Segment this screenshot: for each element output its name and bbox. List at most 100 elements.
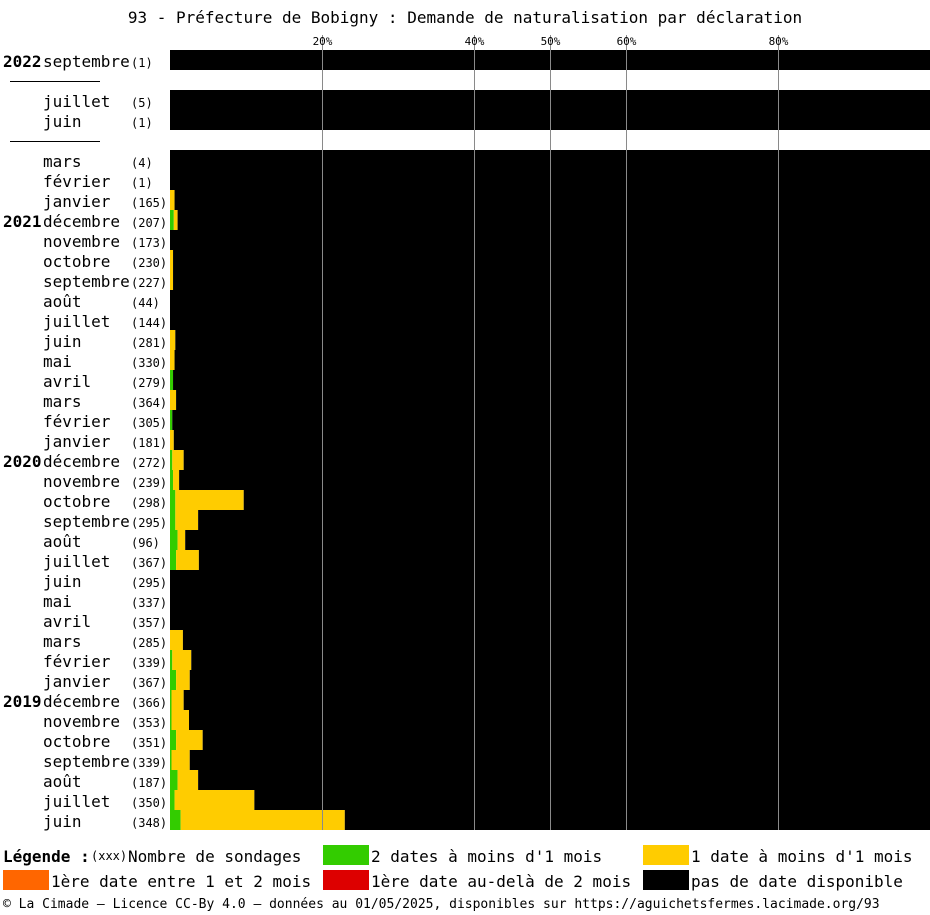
x-tick-label: 50% <box>541 35 561 48</box>
bar-green <box>170 770 178 790</box>
row-month-label: novembre <box>43 232 120 251</box>
bar-black <box>172 410 930 430</box>
bar-black <box>189 670 930 690</box>
bar-black <box>198 510 930 530</box>
row-count-label: (366) <box>131 696 167 710</box>
bar-yellow <box>177 770 199 790</box>
bar-green <box>170 810 181 830</box>
row-month-label: avril <box>43 372 91 391</box>
row-count-label: (230) <box>131 256 167 270</box>
bar-yellow <box>176 670 190 690</box>
row-count-label: (339) <box>131 656 167 670</box>
bar-green <box>170 730 177 750</box>
bar-yellow <box>172 650 192 670</box>
x-tick-label: 20% <box>313 35 333 48</box>
row-count-label: (279) <box>131 376 167 390</box>
bar-black <box>344 810 930 830</box>
bar-yellow <box>176 550 199 570</box>
row-count-label: (367) <box>131 676 167 690</box>
bar-yellow <box>171 750 190 770</box>
bar-black <box>191 650 930 670</box>
row-month-label: août <box>43 532 82 551</box>
row-count-label: (44) <box>131 296 160 310</box>
bar-yellow <box>170 190 175 210</box>
x-tick-label: 40% <box>465 35 485 48</box>
row-month-label: octobre <box>43 492 110 511</box>
row-count-label: (1) <box>131 56 153 70</box>
bar-black <box>182 630 930 650</box>
bar-yellow <box>177 530 186 550</box>
bar-yellow <box>170 330 176 350</box>
bar-green <box>170 490 176 510</box>
row-count-label: (367) <box>131 556 167 570</box>
bar-black <box>177 210 930 230</box>
row-count-label: (305) <box>131 416 167 430</box>
row-month-label: octobre <box>43 252 110 271</box>
row-count-label: (285) <box>131 636 167 650</box>
bar-yellow <box>170 430 174 450</box>
row-month-label: mars <box>43 632 82 651</box>
bar-black <box>198 770 930 790</box>
row-month-label: avril <box>43 612 91 631</box>
footer-credit: © La Cimade — Licence CC-By 4.0 — donnée… <box>3 897 880 912</box>
bar-green <box>170 650 173 670</box>
row-count-label: (348) <box>131 816 167 830</box>
row-month-label: février <box>43 652 111 671</box>
row-count-label: (5) <box>131 96 153 110</box>
bar-yellow <box>174 790 255 810</box>
row-count-label: (295) <box>131 576 167 590</box>
legend-label-orange: 1ère date entre 1 et 2 mois <box>51 872 312 891</box>
row-month-label: septembre <box>43 512 130 531</box>
legend-swatch-orange <box>3 870 49 890</box>
bar-yellow <box>173 210 178 230</box>
row-month-label: août <box>43 772 82 791</box>
bar-yellow <box>170 250 174 270</box>
row-count-label: (353) <box>131 716 167 730</box>
bar-black <box>198 550 930 570</box>
row-count-label: (207) <box>131 216 167 230</box>
row-month-label: juin <box>43 812 82 831</box>
x-tick-label: 60% <box>617 35 637 48</box>
bar-yellow <box>171 710 189 730</box>
row-month-label: mars <box>43 392 82 411</box>
row-month-label: octobre <box>43 732 110 751</box>
chart-svg: 2022 septembre (1)juillet (5)juin (1)mars (4)… <box>3 35 930 831</box>
row-count-label: (295) <box>131 516 167 530</box>
bar-green <box>170 550 177 570</box>
row-month-label: septembre <box>43 52 130 71</box>
bar-green <box>170 710 172 730</box>
bar-yellow <box>170 270 174 290</box>
bar-yellow <box>173 470 180 490</box>
row-year-label: 2019 <box>3 692 42 711</box>
bar-yellow <box>180 810 345 830</box>
row-year-label: 2021 <box>3 212 42 231</box>
legend-count-hint: (xxx) <box>91 849 128 863</box>
row-month-label: juillet <box>43 552 110 571</box>
bar-yellow <box>175 490 244 510</box>
row-count-label: (181) <box>131 436 167 450</box>
bar-black <box>176 390 930 410</box>
row-count-label: (281) <box>131 336 167 350</box>
bar-yellow <box>172 450 184 470</box>
row-count-label: (351) <box>131 736 167 750</box>
legend-swatch-green <box>323 845 369 865</box>
bar-green <box>170 530 178 550</box>
bar-yellow <box>170 350 175 370</box>
row-month-label: septembre <box>43 272 130 291</box>
row-count-label: (187) <box>131 776 167 790</box>
row-count-label: (227) <box>131 276 167 290</box>
bar-black <box>183 450 930 470</box>
x-tick-label: 80% <box>769 35 789 48</box>
bar-green <box>170 750 172 770</box>
bar-yellow <box>176 730 203 750</box>
bar-green <box>170 450 173 470</box>
row-month-label: décembre <box>43 452 120 471</box>
legend-title: Légende : <box>3 847 90 866</box>
legend-swatch-red <box>323 870 369 890</box>
row-month-label: août <box>43 292 82 311</box>
bar-yellow <box>171 690 184 710</box>
bar-yellow <box>175 510 199 530</box>
bar-black <box>254 790 930 810</box>
row-month-label: juin <box>43 332 82 351</box>
bar-black <box>179 470 930 490</box>
